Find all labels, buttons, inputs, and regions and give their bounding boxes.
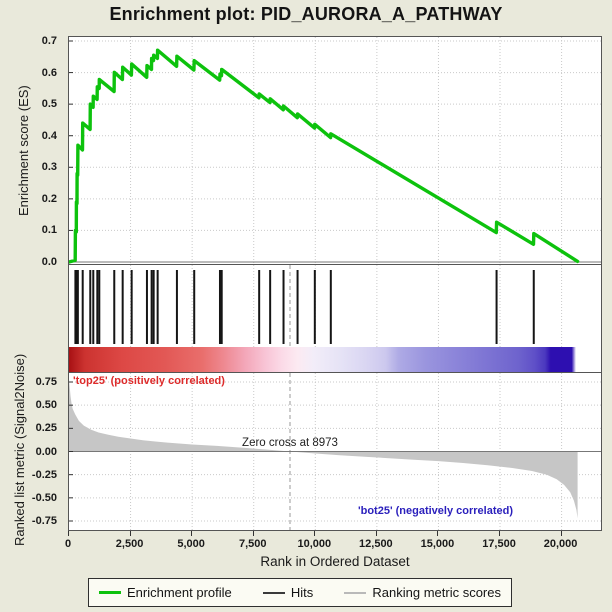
x-tickmark (437, 531, 439, 536)
es-tick-label: 0.3 (41, 161, 57, 174)
x-tick-label: 10,000 (297, 538, 332, 550)
x-tick-label: 15,000 (420, 538, 455, 550)
x-tick-label: 17,500 (482, 538, 516, 550)
top25-annotation: 'top25' (positively correlated) (73, 375, 225, 387)
x-tickmark (499, 531, 501, 536)
x-tickmark (191, 531, 193, 536)
legend-item-enrichment-profile: Enrichment profile (99, 585, 232, 600)
bot25-annotation: 'bot25' (negatively correlated) (358, 505, 513, 517)
metric-tick-label: 0.75 (35, 376, 57, 388)
legend-item-ranking-metric: Ranking metric scores (344, 585, 501, 600)
x-tick-label: 20,000 (543, 538, 578, 550)
plot-title: Enrichment plot: PID_AURORA_A_PATHWAY (109, 4, 503, 24)
ranking-metric-line-swatch (344, 591, 367, 594)
legend-item-hits: Hits (262, 585, 314, 600)
metric-tick-label: -0.25 (31, 468, 57, 481)
legend: Enrichment profile Hits Ranking metric s… (88, 578, 512, 607)
correlation-colorbar (69, 347, 601, 372)
enrichment-profile-curve (69, 48, 580, 264)
es-tick-label: 0.1 (41, 224, 57, 237)
x-axis-ticks: 0 2,500 5,000 7,500 10,000 12,500 15,000 17,500… (64, 538, 602, 552)
legend-label-hits: Hits (290, 585, 314, 600)
hits-line-swatch (262, 591, 285, 594)
metric-tick-label: 0.00 (35, 445, 57, 458)
es-tick-label: 0.6 (41, 66, 57, 79)
enrichment-score-panel (68, 36, 602, 265)
x-tick-label: 2,500 (115, 538, 144, 550)
metric-tick-label: 0.25 (35, 422, 57, 435)
metric-axis-ticks: 0.75 0.50 0.25 0.00 -0.25 -0.50 -0.75 (0, 372, 64, 531)
enrichment-curve-chart (69, 37, 601, 264)
ranked-metric-chart (69, 373, 601, 530)
x-tickmark (252, 531, 254, 536)
x-tick-label: 12,500 (359, 538, 393, 550)
x-tick-label: 5,000 (177, 538, 205, 550)
es-tick-label: 0.4 (41, 129, 57, 142)
x-tickmark (560, 531, 562, 536)
es-tick-label: 0.7 (41, 35, 57, 47)
metric-tick-label: -0.75 (31, 515, 57, 527)
hits-chart (74, 265, 563, 347)
x-tick-label: 0 (64, 538, 72, 550)
x-tickmark (68, 531, 69, 536)
x-tick-label: 7,500 (238, 538, 267, 550)
legend-label-enrichment-profile: Enrichment profile (127, 585, 232, 600)
ranking-metric-area (69, 379, 578, 519)
ranked-metric-panel: 'top25' (positively correlated) Zero cro… (68, 372, 602, 531)
metric-tick-label: 0.50 (35, 399, 57, 412)
es-axis-ticks: 0.0 0.1 0.2 0.3 0.4 0.5 0.6 0.7 (0, 35, 64, 268)
x-axis-tickmarks (68, 531, 602, 536)
x-tickmark (129, 531, 131, 536)
x-tickmark (375, 531, 377, 536)
es-tick-label: 0.5 (41, 98, 57, 111)
metric-tick-label: -0.50 (31, 491, 57, 504)
zero-cross-annotation: Zero cross at 8973 (242, 437, 338, 449)
enrichment-profile-line-swatch (99, 591, 121, 594)
legend-label-ranking-metric: Ranking metric scores (372, 585, 501, 600)
x-axis-label: Rank in Ordered Dataset (260, 554, 410, 569)
es-tick-label: 0.0 (41, 256, 57, 268)
es-tick-label: 0.2 (41, 192, 57, 205)
hits-panel (68, 264, 602, 373)
x-tickmark (314, 531, 316, 536)
